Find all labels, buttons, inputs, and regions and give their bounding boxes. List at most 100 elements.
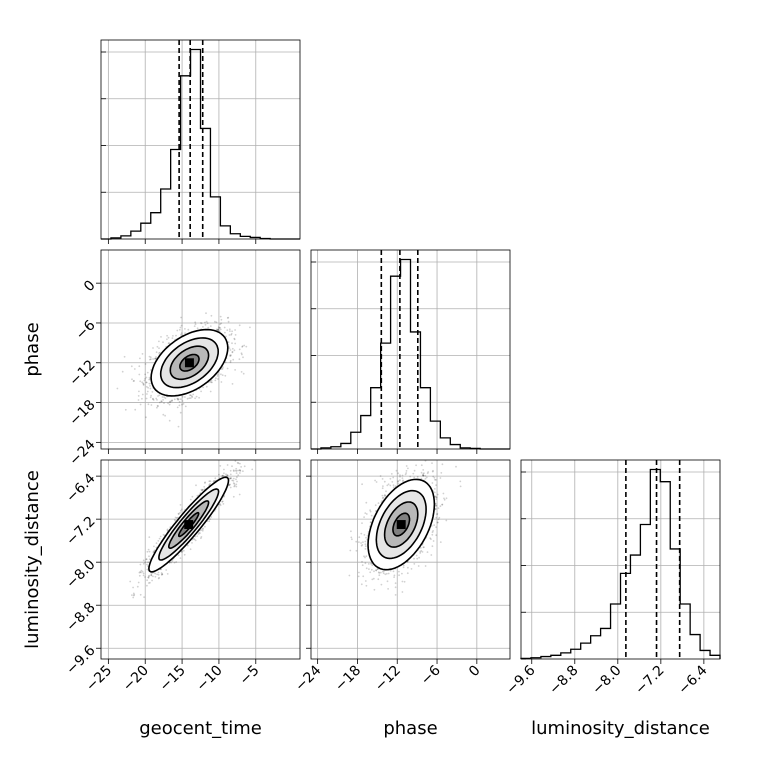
sample-point [160,400,163,403]
sample-point [231,330,234,333]
sample-point [209,380,212,383]
sample-point [152,575,154,578]
hist-geocent_time [101,48,300,240]
sample-point [148,555,150,558]
sample-point [194,539,197,542]
frame-20 [100,459,301,660]
sample-point [140,569,143,572]
sample-point [179,509,182,512]
sample-point [234,342,237,345]
sample-point [142,572,145,575]
sample-point [164,414,167,417]
sample-point [154,575,157,578]
sample-point [172,335,174,337]
sample-point [188,397,191,399]
sample-point [390,473,393,475]
sample-point [158,347,160,350]
sample-point [175,517,178,519]
sample-point [180,333,182,336]
sample-point [140,571,142,574]
sample-point [433,488,436,490]
sample-point [436,521,439,524]
sample-point [371,564,374,567]
sample-point [171,399,174,402]
sample-point [134,408,137,411]
sample-point [173,561,176,564]
sample-point [434,478,436,481]
hist-luminosity_distance [520,468,721,660]
sample-point [219,328,222,331]
sample-point [181,396,184,398]
sample-point [234,369,237,371]
sample-point [171,337,174,339]
sample-point [221,475,224,478]
sample-point [131,594,133,596]
sample-point [154,357,156,360]
sample-point [150,404,153,406]
sample-point [445,497,448,500]
sample-point [201,489,204,491]
sample-point [142,562,145,565]
sample-point [233,349,236,352]
sample-point [407,566,409,569]
sample-point [217,326,220,329]
sample-point [147,386,150,389]
sample-point [208,484,211,486]
sample-point [137,395,140,397]
sample-point [422,473,424,475]
sample-point [184,328,186,330]
sample-point [382,496,385,499]
sample-point [234,334,237,336]
sample-point [222,503,225,505]
panel-phase-vs-luminosity_distance [306,459,511,664]
sample-point [223,472,225,475]
sample-point [145,558,148,561]
sample-point [402,480,404,483]
density-peak [184,358,194,368]
sample-point [142,574,145,577]
sample-point [399,479,401,481]
sample-point [232,477,235,480]
sample-point [245,345,248,348]
sample-point [194,397,197,400]
sample-point [227,316,230,319]
sample-point [217,378,219,380]
sample-point [373,570,375,573]
sample-point [176,398,179,400]
sample-point [238,324,241,327]
sample-point [149,356,152,359]
sample-point [224,331,226,334]
sample-point [138,373,141,376]
sample-point [221,500,224,503]
sample-point [387,572,390,575]
sample-point [439,505,442,508]
sample-point [193,538,196,541]
sample-point [180,332,183,334]
sample-point [412,472,415,475]
sample-point [177,554,180,557]
sample-point [180,316,183,319]
sample-point [202,326,204,328]
sample-point [191,495,194,498]
sample-point [137,399,140,401]
sample-point [170,400,172,403]
sample-point [228,328,231,331]
sample-point [139,571,142,573]
sample-point [201,528,204,531]
sample-point [364,556,366,559]
contour-0 [179,353,200,372]
sample-point [162,533,165,536]
sample-point [215,321,218,324]
sample-point [219,315,222,318]
sample-point [195,395,198,398]
sample-point [162,413,165,416]
sample-point [194,321,197,324]
sample-point [139,403,142,406]
sample-point [164,397,167,400]
sample-point [166,573,169,575]
sample-point [116,387,119,390]
sample-point [236,480,238,483]
sample-point [166,334,169,337]
sample-point [156,399,158,401]
sample-point [146,579,149,582]
